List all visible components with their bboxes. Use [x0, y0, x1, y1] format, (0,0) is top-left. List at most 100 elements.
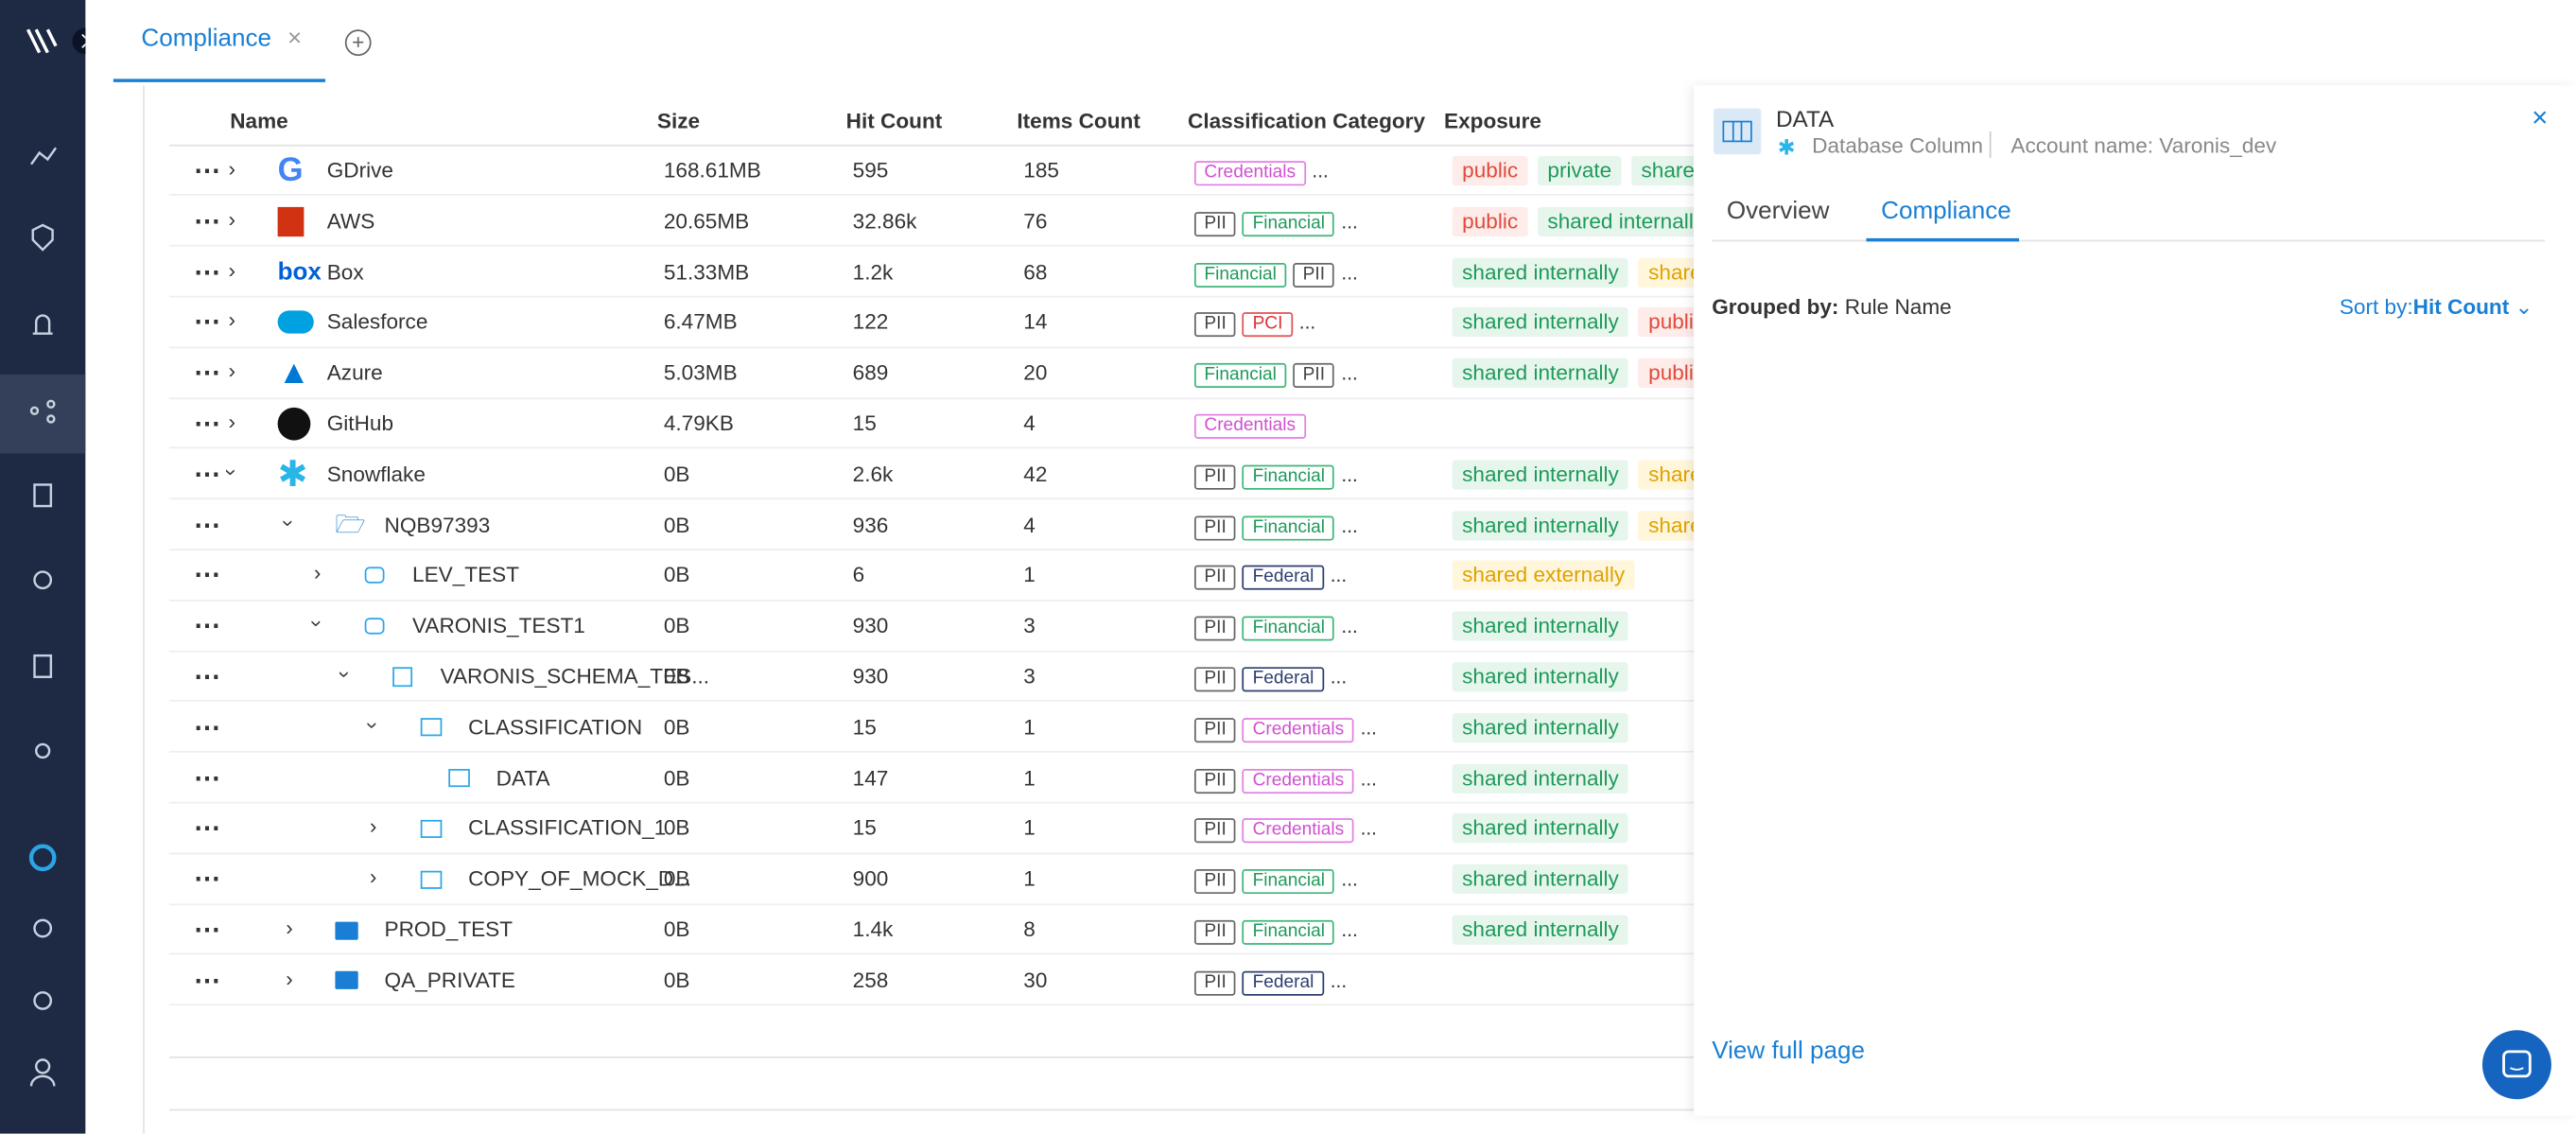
row-menu[interactable]: ⋯ [193, 309, 222, 338]
row-menu[interactable]: ⋯ [193, 410, 222, 439]
expand-chevron[interactable]: › [228, 307, 236, 333]
row-hits: 1.4k [852, 916, 894, 942]
row-hits: 900 [852, 865, 889, 891]
row-name[interactable]: QA_PRIVATE [384, 967, 516, 992]
expand-chevron[interactable]: › [228, 156, 236, 182]
more-tags: ... [1298, 311, 1316, 335]
chat-button[interactable] [2481, 1030, 2551, 1100]
row-hits: 1.2k [852, 258, 894, 284]
column-header: Size [656, 108, 701, 133]
table-row[interactable] [168, 348, 1697, 399]
tab-title[interactable]: Compliance [141, 25, 272, 53]
table-row[interactable] [168, 146, 1697, 197]
table-row[interactable] [168, 196, 1697, 247]
row-name[interactable]: COPY_OF_MOCK_D... [468, 865, 692, 891]
table-row[interactable] [168, 449, 1697, 500]
expand-chevron[interactable]: › [228, 358, 236, 384]
classification-tag: PII [1193, 667, 1237, 692]
expand-chevron[interactable]: › [286, 915, 293, 940]
table-row[interactable] [168, 297, 1697, 348]
panel-title: DATA [1775, 105, 1835, 131]
row-menu[interactable]: ⋯ [193, 258, 222, 288]
row-menu[interactable]: ⋯ [193, 208, 222, 236]
row-name[interactable]: GitHub [326, 410, 394, 436]
row-name[interactable]: CLASSIFICATION_1 [468, 815, 667, 841]
sidebar-icons [0, 27, 99, 1087]
expand-chevron[interactable]: › [228, 206, 236, 232]
table-row[interactable] [168, 905, 1697, 956]
exposure-tag: public [1452, 156, 1528, 186]
classification-tag: PII [1193, 566, 1237, 591]
panel-tab-active[interactable]: Compliance [1881, 197, 2011, 226]
row-name[interactable]: PROD_TEST [384, 916, 513, 942]
expand-chevron[interactable]: › [228, 409, 236, 434]
row-name[interactable]: Box [326, 258, 364, 284]
classification-cell: PII Financial... [1193, 208, 1358, 236]
row-name[interactable]: VARONIS_SCHEMA_TES... [440, 663, 710, 689]
row-menu[interactable]: ⋯ [193, 512, 222, 540]
panel-tab[interactable]: Overview [1726, 197, 1830, 226]
row-menu[interactable]: ⋯ [193, 562, 222, 591]
exposure-tag: public [1452, 206, 1528, 236]
table-row[interactable] [168, 550, 1697, 602]
row-menu[interactable]: ⋯ [193, 359, 222, 389]
row-menu[interactable]: ⋯ [193, 613, 222, 641]
row-name[interactable]: VARONIS_TEST1 [412, 613, 585, 638]
table-row[interactable] [168, 398, 1697, 449]
expand-chevron[interactable]: › [228, 257, 236, 283]
view-full-page[interactable]: View full page [1712, 1037, 1865, 1065]
row-name[interactable]: Azure [326, 359, 383, 385]
table-row[interactable] [168, 804, 1697, 855]
row-items: 185 [1023, 157, 1060, 183]
row-icon [277, 203, 305, 239]
row-menu[interactable]: ⋯ [193, 916, 222, 945]
row-menu[interactable]: ⋯ [193, 764, 222, 794]
table-row[interactable] [168, 854, 1697, 905]
expand-chevron[interactable]: › [313, 561, 322, 586]
row-items: 1 [1023, 815, 1036, 841]
row-icon: 🗁 [335, 507, 365, 543]
row-menu[interactable]: ⋯ [193, 815, 222, 844]
row-items: 3 [1023, 663, 1036, 689]
table-row[interactable] [168, 247, 1697, 298]
row-menu[interactable]: ⋯ [193, 663, 222, 692]
row-name[interactable]: Salesforce [326, 309, 428, 335]
table-row[interactable] [168, 753, 1697, 804]
row-icon [419, 811, 442, 846]
row-name[interactable]: GDrive [326, 157, 393, 183]
icon-glyph: G [277, 152, 304, 189]
tab-close[interactable]: × [287, 25, 303, 53]
sort[interactable]: Sort by:Hit Count ⌄ [2339, 293, 2533, 320]
row-name[interactable]: AWS [326, 208, 375, 234]
panel-close[interactable]: × [2532, 101, 2549, 133]
classification-cell: PII Financial... [1193, 916, 1358, 945]
row-hits: 930 [852, 663, 889, 689]
row-menu[interactable]: ⋯ [193, 865, 222, 895]
panel-type: Database Column [1812, 132, 1983, 158]
row-menu[interactable]: ⋯ [193, 714, 222, 742]
exposure-tag: shared internally [1452, 712, 1629, 742]
header-line [168, 144, 1697, 147]
row-name[interactable]: CLASSIFICATION [468, 714, 643, 740]
row-menu[interactable]: ⋯ [193, 157, 222, 186]
table-row[interactable] [168, 499, 1697, 550]
row-name[interactable]: NQB97393 [384, 512, 491, 537]
row-name[interactable]: LEV_TEST [412, 562, 520, 587]
exposure-cell: shared internally [1452, 813, 1639, 844]
row-name[interactable]: Snowflake [326, 461, 426, 486]
classification-tag: Financial [1243, 919, 1335, 945]
table-row[interactable] [168, 955, 1697, 1006]
row-menu[interactable]: ⋯ [193, 967, 222, 996]
row-name[interactable]: DATA [496, 764, 550, 790]
table-row[interactable] [168, 652, 1697, 703]
row-menu[interactable]: ⋯ [193, 461, 222, 490]
add-tab[interactable]: + [344, 29, 372, 57]
table-row[interactable] [168, 702, 1697, 753]
expand-chevron[interactable]: › [286, 966, 293, 991]
snowflake-icon: ✱ [1777, 134, 1796, 160]
divider [168, 1108, 1697, 1111]
expand-chevron[interactable]: › [369, 813, 377, 839]
table-row[interactable] [168, 601, 1697, 652]
expand-chevron[interactable]: › [369, 864, 377, 890]
